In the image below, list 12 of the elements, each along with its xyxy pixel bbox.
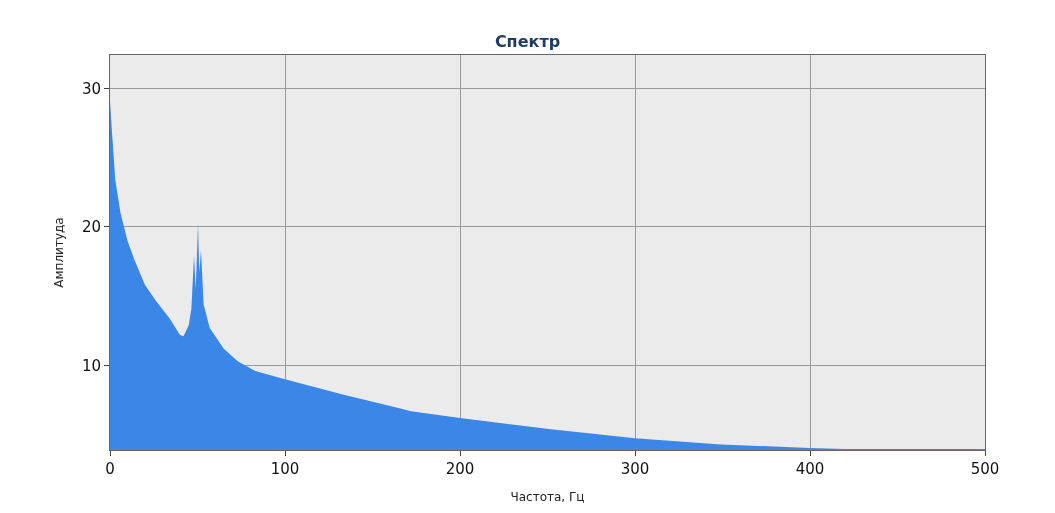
x-tick-label: 400 bbox=[795, 460, 825, 478]
x-tick-label: 0 bbox=[105, 460, 115, 478]
y-tick-label: 30 bbox=[81, 79, 101, 98]
x-tick-label: 200 bbox=[445, 460, 475, 478]
x-tick-label: 300 bbox=[620, 460, 650, 478]
x-axis-title: Частота, Гц bbox=[510, 489, 585, 504]
y-tick-label: 10 bbox=[81, 356, 101, 375]
chart-title: Спектр bbox=[494, 32, 561, 52]
y-axis-title: Амплитуда bbox=[52, 217, 67, 288]
x-tick-label: 500 bbox=[970, 460, 1000, 478]
x-tick-label: 100 bbox=[270, 460, 300, 478]
y-tick-label: 20 bbox=[81, 218, 101, 237]
